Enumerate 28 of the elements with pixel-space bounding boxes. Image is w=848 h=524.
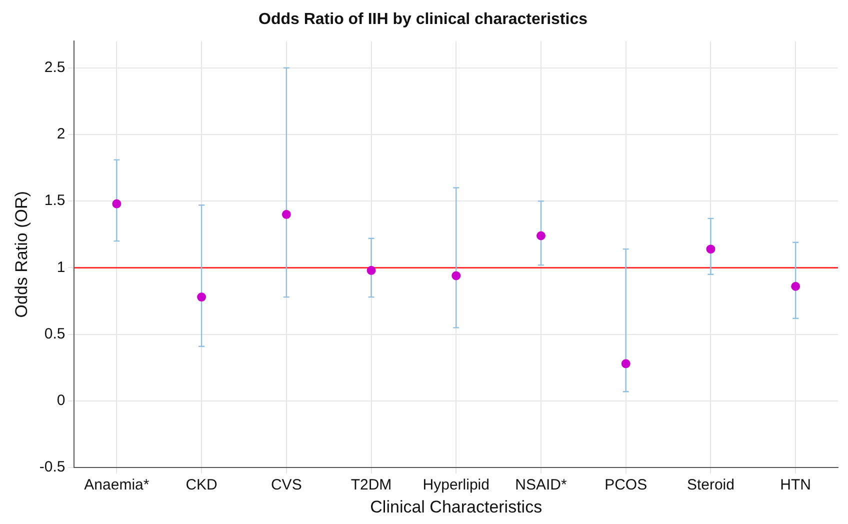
point <box>536 231 546 240</box>
y-tick-label: -0.5 <box>39 458 66 476</box>
point <box>791 282 800 291</box>
y-tick-label: 1 <box>56 258 66 276</box>
x-tick-label: CVS <box>270 476 302 494</box>
x-tick-label: Hyperlipid <box>422 476 490 494</box>
x-tick-label: T2DM <box>350 476 392 494</box>
x-tick-label: NSAID* <box>515 476 567 494</box>
x-axis-title: Clinical Characteristics <box>370 497 542 516</box>
y-axis-title: Odds Ratio (OR) <box>12 191 31 318</box>
point <box>452 271 461 280</box>
y-tick-label: 1.5 <box>44 192 66 210</box>
y-tick-label: 2.5 <box>44 58 66 76</box>
x-tick-label: HTN <box>780 476 811 494</box>
point <box>282 210 291 219</box>
point <box>112 199 122 208</box>
point <box>706 244 716 254</box>
point <box>197 292 206 302</box>
x-tick-label: PCOS <box>604 476 648 494</box>
x-tick-label: Steroid <box>686 476 734 494</box>
chart-title: Odds Ratio of IIH by clinical characteristics <box>258 11 588 28</box>
x-tick-label: Anaemia* <box>84 476 150 494</box>
point <box>366 266 376 275</box>
x-tick-label: CKD <box>186 476 218 494</box>
y-tick-label: 2 <box>56 126 66 143</box>
point <box>621 359 630 368</box>
y-tick-label: 0.5 <box>44 325 66 342</box>
y-tick-label: 0 <box>56 392 66 410</box>
